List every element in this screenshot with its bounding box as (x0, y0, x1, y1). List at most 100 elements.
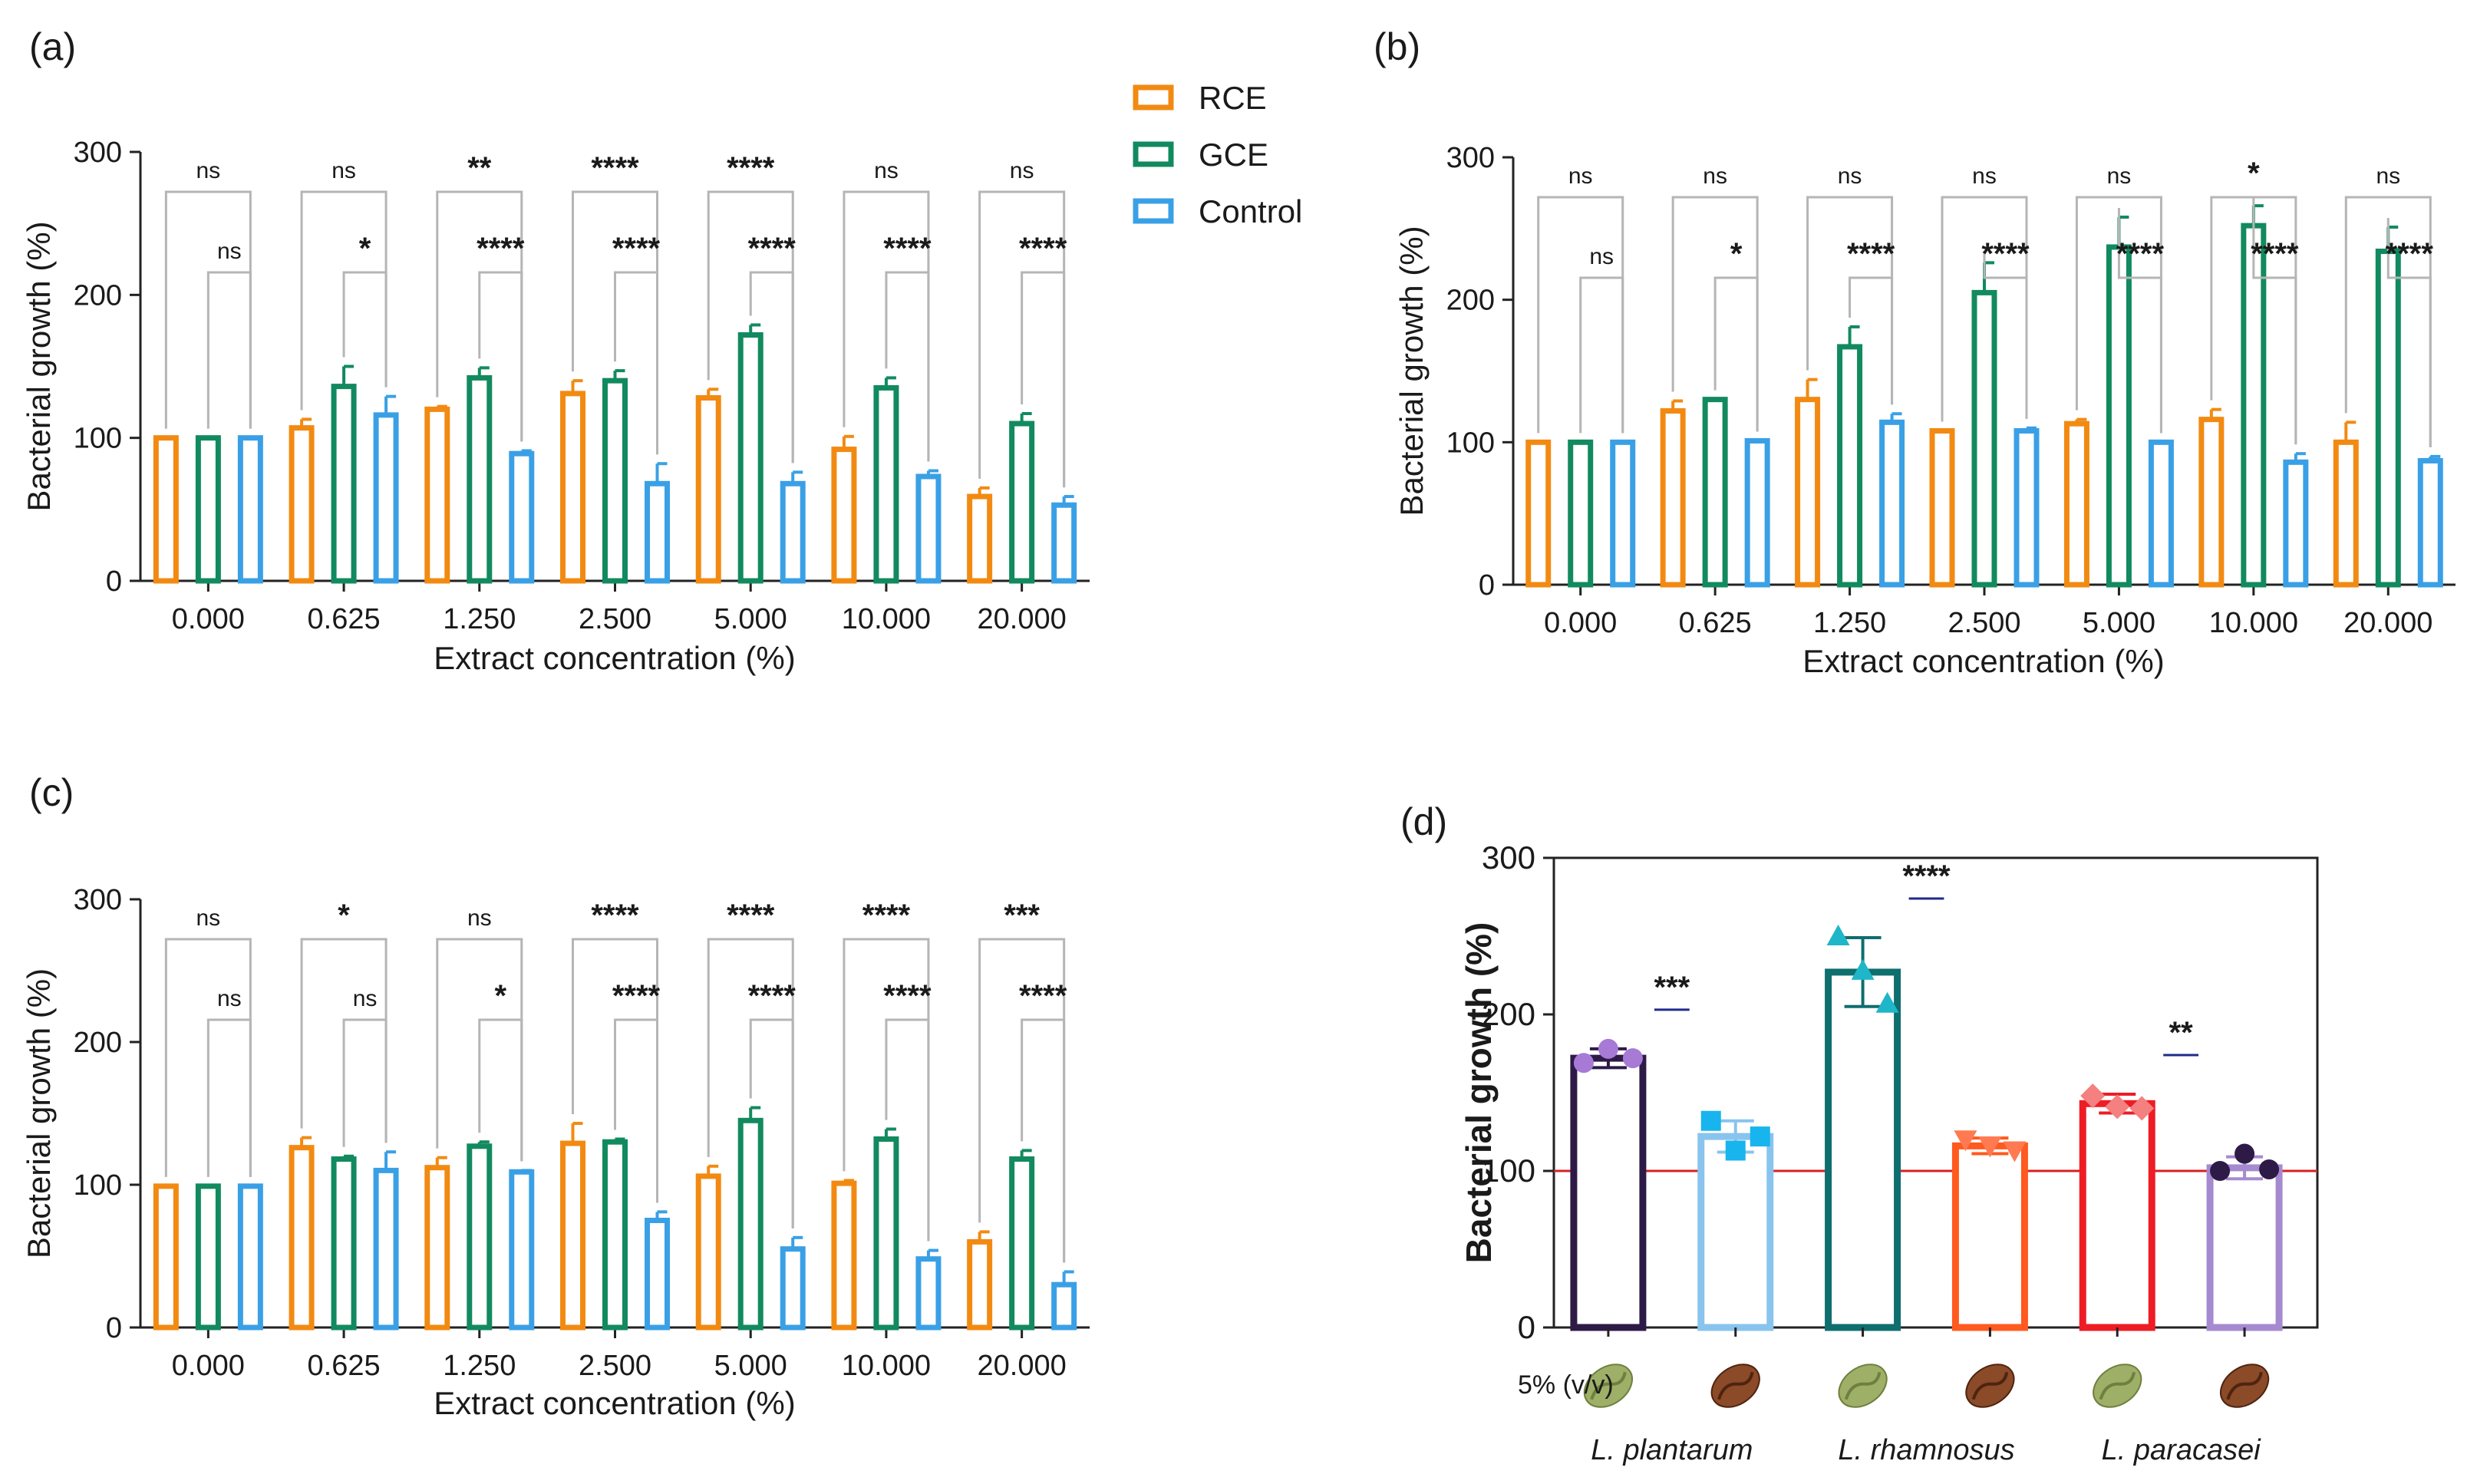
bar-rce (967, 493, 993, 584)
sig-label-bottom: **** (748, 979, 796, 1013)
y-axis-label: Bacterial growth (%) (21, 221, 57, 511)
bracket-gce-vs-control (614, 271, 658, 455)
sig-label-bottom: **** (2251, 237, 2299, 271)
sig-label-top: ns (1568, 163, 1593, 189)
x-tick-label: 2.500 (579, 603, 651, 635)
sig-label-bottom: * (359, 232, 371, 265)
data-point (1954, 1130, 1977, 1152)
bracket-gce-vs-control (206, 271, 252, 429)
bar-gce (331, 1156, 357, 1331)
data-point (1622, 1048, 1643, 1069)
x-tick-label: 10.000 (842, 1350, 931, 1382)
legend-swatch-control (1133, 198, 1174, 224)
sig-label-top: **** (591, 899, 639, 932)
bean-crease (1717, 1371, 1754, 1400)
bracket-gce-vs-control (2252, 196, 2297, 445)
row-label: 5% (v/v) (1518, 1370, 1614, 1400)
data-point (1978, 1136, 2002, 1158)
y-tick-label: 200 (1446, 285, 1495, 317)
bracket-gce-vs-control (749, 1018, 794, 1228)
sig-label-top: * (338, 899, 350, 932)
sig-label-top: ns (1972, 163, 1997, 189)
sig-label-top: ns (1838, 163, 1862, 189)
data-point (2080, 1083, 2106, 1109)
bar-green (2079, 1100, 2155, 1331)
bar-green (1825, 968, 1901, 1331)
y-tick-label: 100 (74, 423, 122, 455)
bar-control (780, 1246, 806, 1331)
bean-body (1710, 1364, 1760, 1408)
bar-control (509, 450, 535, 584)
bar-rce (1525, 439, 1552, 588)
bar-gce (1568, 439, 1594, 588)
bar-control (2014, 427, 2040, 588)
sig-label-bottom: ns (1589, 244, 1614, 269)
bar-rce (695, 394, 721, 584)
bar-rce (424, 406, 450, 584)
bar-roasted (2206, 1164, 2283, 1331)
x-tick-label: 20.000 (978, 603, 1067, 635)
x-tick-label: 5.000 (714, 1350, 787, 1382)
sig-label-top: ns (196, 905, 221, 931)
data-point (2105, 1094, 2130, 1120)
bar-rce (289, 425, 315, 584)
panel-c: (c) 0 100 200 300 Bacterial growth (%) Extract… (21, 771, 1090, 1421)
bar-control (509, 1169, 535, 1331)
bracket-gce-vs-control (1983, 253, 2028, 419)
x-tick-label: 0.625 (308, 1350, 381, 1382)
data-point (1725, 1140, 1746, 1161)
y-tick-label: 100 (1446, 427, 1495, 459)
bar-gce (737, 1117, 764, 1331)
data-point (1826, 925, 1850, 945)
sig-label-bottom: **** (883, 979, 932, 1013)
bracket-gce-vs-control (1849, 276, 1894, 405)
x-tick-label: 0.000 (1544, 607, 1617, 639)
bracket-gce-vs-control (342, 1018, 388, 1147)
sig-label-top: ** (467, 151, 492, 185)
x-axis-label: Extract concentration (%) (434, 640, 796, 676)
species-label: L. paracasei (2102, 1434, 2262, 1466)
bar-control (237, 435, 263, 584)
bar-rce (831, 1180, 857, 1331)
bracket-gce-vs-control (885, 1018, 930, 1242)
sig-label-top: ns (1703, 163, 1727, 189)
sig-label-top: ns (874, 158, 899, 183)
data-point (2129, 1096, 2155, 1121)
x-tick-label: 1.250 (1813, 607, 1886, 639)
x-axis-label: Extract concentration (%) (1802, 643, 2165, 679)
bar-gce (873, 1136, 899, 1331)
data-point (2234, 1143, 2255, 1164)
panel-label: (d) (1400, 800, 1447, 843)
sig-label-bottom: **** (1019, 979, 1067, 1013)
data-point (1750, 1126, 1770, 1147)
bar-control (780, 480, 806, 584)
bar-roasted (1697, 1133, 1774, 1331)
bar-control (1879, 419, 1905, 588)
sig-label-top: **** (727, 899, 775, 932)
sig-label-top: * (2248, 157, 2260, 190)
bracket-gce-vs-control (478, 271, 523, 442)
sig-label-top: ns (331, 158, 356, 183)
sig-label-bottom: **** (883, 232, 932, 265)
sig-label-bottom: ns (353, 986, 378, 1011)
bar-roasted (1951, 1142, 2028, 1331)
bar-control (645, 480, 670, 584)
sig-label-bottom: **** (2116, 237, 2165, 271)
sig-label-bottom: **** (477, 232, 525, 265)
x-tick-label: 0.625 (1679, 607, 1752, 639)
bar-gce (1971, 289, 1997, 588)
bracket-gce-vs-control (478, 1018, 523, 1162)
sig-label-top: **** (591, 151, 639, 185)
sig-label-bottom: * (1730, 237, 1743, 271)
sig-label-top: ns (1010, 158, 1034, 183)
sig-label-bottom: ns (217, 986, 242, 1011)
panel-label: (b) (1374, 25, 1420, 68)
panel-label: (a) (29, 25, 76, 68)
bar-rce (2198, 417, 2225, 588)
bracket-gce-vs-control (1021, 1018, 1066, 1263)
bar-gce (1009, 420, 1035, 584)
x-tick-label: 20.000 (978, 1350, 1067, 1382)
sig-label-top: ns (467, 905, 492, 931)
x-axis-label: Extract concentration (%) (434, 1385, 796, 1421)
bean-body (2220, 1364, 2270, 1408)
